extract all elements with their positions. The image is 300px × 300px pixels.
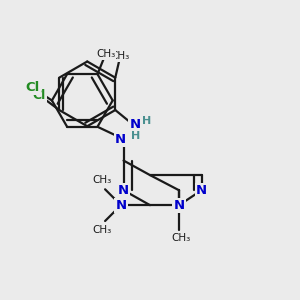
Text: N: N <box>116 199 127 212</box>
Text: N: N <box>173 199 184 212</box>
Text: CH₃: CH₃ <box>92 225 111 235</box>
Text: Cl: Cl <box>33 89 46 102</box>
Text: CH₃: CH₃ <box>96 49 116 59</box>
Text: H: H <box>142 116 151 126</box>
Text: CH₃: CH₃ <box>171 233 190 243</box>
Text: N: N <box>115 133 126 146</box>
Text: CH₃: CH₃ <box>92 175 111 185</box>
Text: N: N <box>130 118 141 131</box>
Text: H: H <box>130 131 140 141</box>
Text: N: N <box>196 184 207 197</box>
Text: Cl: Cl <box>26 81 40 94</box>
Text: CH₃: CH₃ <box>111 51 130 61</box>
Text: N: N <box>118 184 129 197</box>
